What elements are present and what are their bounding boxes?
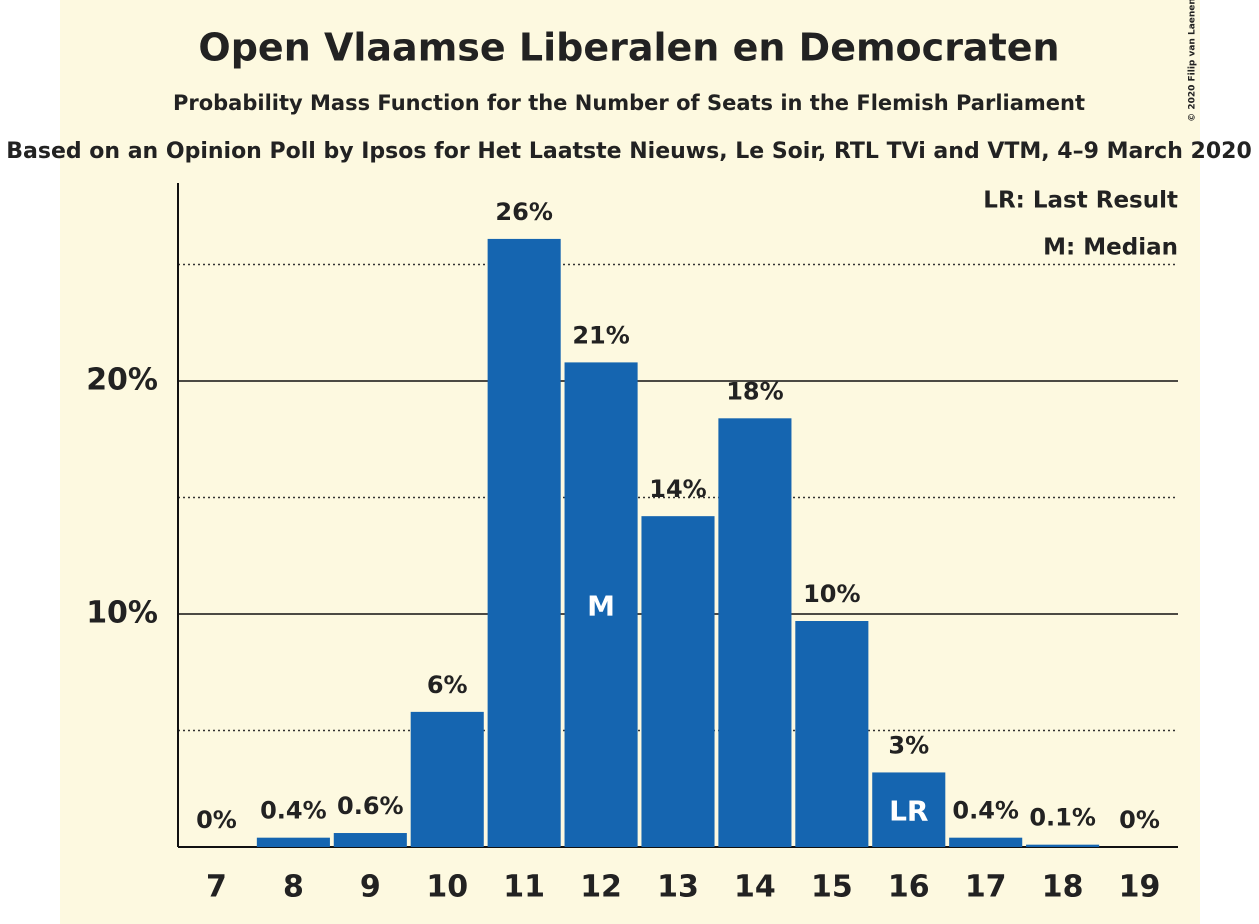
bar <box>256 837 330 847</box>
value-label: 0.4% <box>952 797 1019 825</box>
x-tick-label: 9 <box>360 870 381 905</box>
bar <box>718 418 792 847</box>
legend-entry: LR: Last Result <box>983 188 1178 214</box>
x-tick-label: 14 <box>734 870 776 905</box>
value-label: 0% <box>1119 806 1160 834</box>
y-tick-label: 10% <box>86 596 158 631</box>
value-label: 0% <box>196 806 237 834</box>
bar <box>949 837 1023 847</box>
bar <box>1026 844 1100 847</box>
value-label: 0.6% <box>337 792 404 820</box>
bar-marker: M <box>587 590 615 623</box>
value-label: 21% <box>572 321 629 349</box>
value-label: 26% <box>495 198 552 226</box>
x-tick-label: 7 <box>206 870 227 905</box>
bar <box>410 711 484 847</box>
value-label: 18% <box>726 377 783 405</box>
copyright: © 2020 Filip van Laenen <box>1188 0 1198 122</box>
value-label: 14% <box>649 475 706 503</box>
bar <box>872 772 946 847</box>
bar <box>564 362 638 847</box>
bar <box>641 516 715 847</box>
value-label: 6% <box>427 671 468 699</box>
y-tick-label: 20% <box>86 363 158 398</box>
bar-marker: LR <box>889 795 928 828</box>
x-tick-label: 15 <box>811 870 853 905</box>
x-tick-label: 10 <box>426 870 468 905</box>
x-tick-label: 17 <box>965 870 1007 905</box>
x-tick-label: 8 <box>283 870 304 905</box>
x-tick-label: 11 <box>503 870 545 905</box>
x-tick-label: 18 <box>1042 870 1084 905</box>
value-label: 10% <box>803 580 860 608</box>
chart-subtitle: Probability Mass Function for the Number… <box>173 91 1085 115</box>
value-label: 3% <box>888 731 929 759</box>
bar <box>487 238 561 848</box>
chart-title: Open Vlaamse Liberalen en Democraten <box>198 26 1059 70</box>
x-tick-label: 16 <box>888 870 930 905</box>
x-tick-label: 12 <box>580 870 622 905</box>
bar <box>333 833 407 847</box>
legend-entry: M: Median <box>1043 235 1178 261</box>
x-tick-label: 19 <box>1119 870 1161 905</box>
bar <box>795 621 869 847</box>
x-tick-label: 13 <box>657 870 699 905</box>
value-label: 0.1% <box>1029 804 1096 832</box>
chart-caption: Based on an Opinion Poll by Ipsos for He… <box>6 139 1252 164</box>
value-label: 0.4% <box>260 797 327 825</box>
